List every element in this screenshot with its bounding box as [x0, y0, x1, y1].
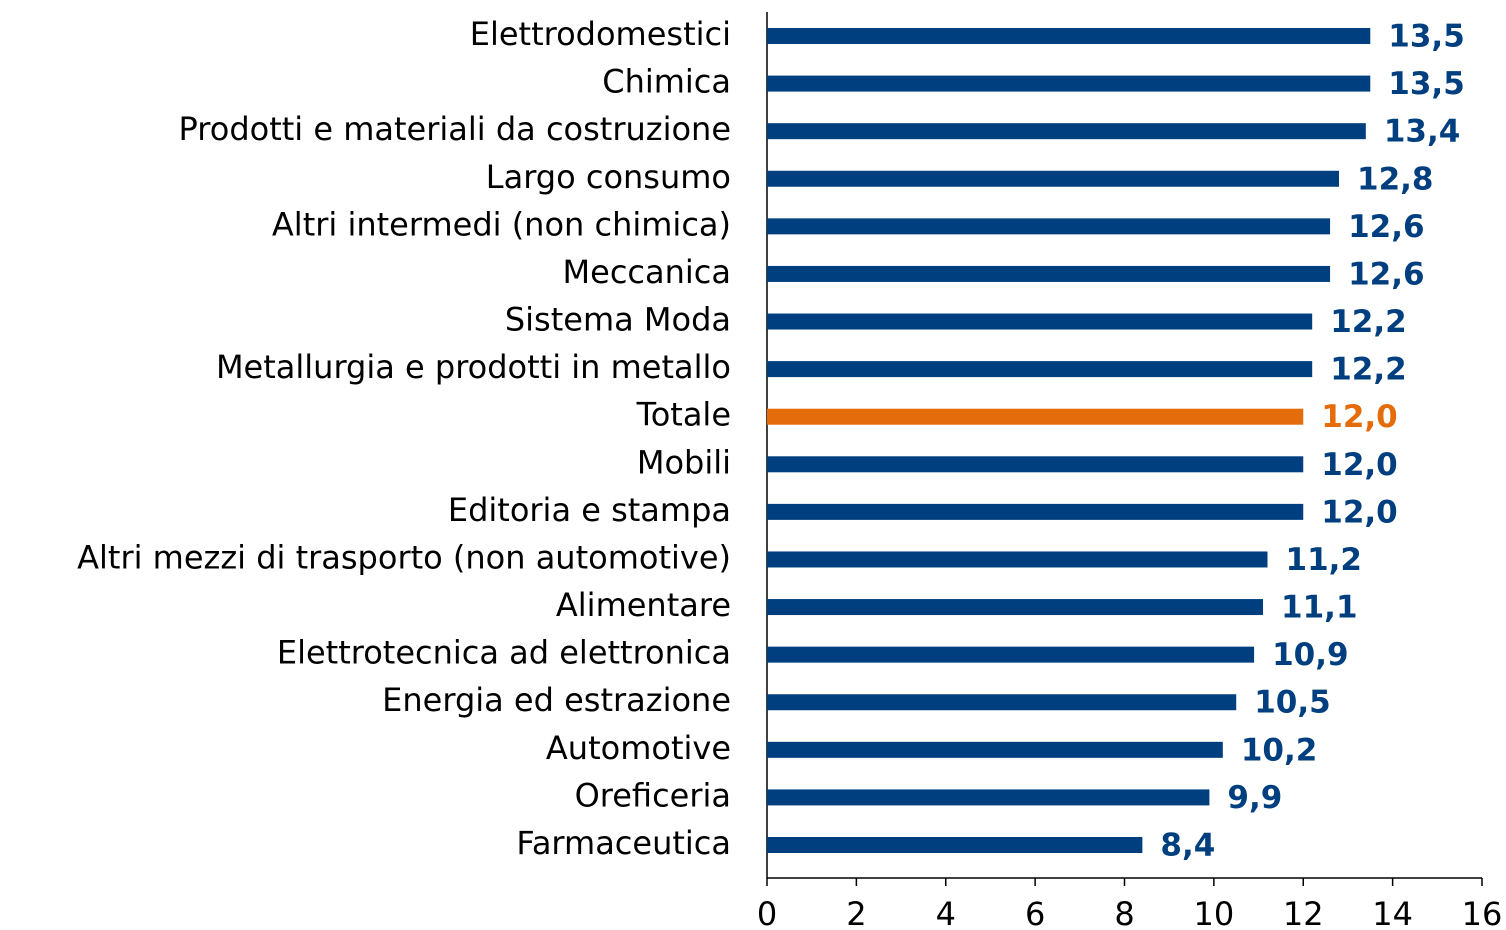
bar	[767, 503, 1304, 520]
category-label: Farmaceutica	[516, 824, 731, 862]
x-tick-label: 4	[936, 895, 956, 930]
value-label: 13,5	[1388, 19, 1465, 55]
bar	[767, 265, 1331, 282]
value-label: 12,0	[1321, 399, 1398, 435]
x-tick-label: 10	[1194, 895, 1235, 930]
category-label: Sistema Moda	[505, 301, 731, 339]
value-label: 12,0	[1321, 494, 1398, 530]
category-label: Oreficeria	[575, 776, 731, 814]
bar	[767, 741, 1223, 758]
bar	[767, 361, 1313, 378]
value-label: 8,4	[1160, 828, 1215, 864]
category-label: Totale	[636, 396, 731, 434]
category-label: Largo consumo	[486, 158, 731, 196]
x-tick-label: 12	[1283, 895, 1324, 930]
bar	[767, 599, 1264, 616]
x-tick-label: 0	[757, 895, 777, 930]
bar	[767, 170, 1339, 187]
value-label: 11,2	[1286, 542, 1363, 578]
value-label: 10,5	[1254, 685, 1331, 721]
category-label: Energia ed estrazione	[382, 681, 731, 719]
bar	[767, 75, 1371, 92]
bar	[767, 408, 1304, 425]
value-label: 13,4	[1384, 114, 1461, 150]
category-label: Altri intermedi (non chimica)	[272, 205, 731, 243]
category-label: Chimica	[602, 63, 731, 101]
bar	[767, 694, 1237, 711]
bar	[767, 551, 1268, 568]
bar	[767, 313, 1313, 330]
bar	[767, 456, 1304, 473]
x-tick-label: 6	[1025, 895, 1045, 930]
category-label: Editoria e stampa	[448, 491, 731, 529]
bar	[767, 646, 1255, 663]
bar	[767, 218, 1331, 235]
value-label: 9,9	[1227, 780, 1282, 816]
value-label: 10,2	[1241, 732, 1318, 768]
value-label: 13,5	[1388, 66, 1465, 102]
category-label: Metallurgia e prodotti in metallo	[216, 348, 731, 386]
value-label: 12,0	[1321, 447, 1398, 483]
category-label: Elettrotecnica ad elettronica	[277, 634, 731, 672]
value-label: 12,2	[1330, 304, 1407, 340]
category-label: Prodotti e materiali da costruzione	[179, 110, 731, 148]
x-tick-label: 16	[1462, 895, 1503, 930]
x-tick-label: 2	[846, 895, 866, 930]
x-tick-label: 8	[1114, 895, 1134, 930]
value-label: 12,2	[1330, 352, 1407, 388]
value-label: 12,8	[1357, 161, 1434, 197]
bar	[767, 837, 1143, 853]
bar	[767, 789, 1210, 806]
value-label: 12,6	[1348, 209, 1425, 245]
category-label: Mobili	[637, 443, 731, 481]
category-label: Meccanica	[563, 253, 731, 291]
category-label: Elettrodomestici	[470, 15, 731, 53]
category-label: Alimentare	[556, 586, 731, 624]
value-label: 12,6	[1348, 256, 1425, 292]
bar	[767, 28, 1371, 44]
value-label: 11,1	[1281, 590, 1358, 626]
value-label: 10,9	[1272, 637, 1349, 673]
category-label: Altri mezzi di trasporto (non automotive…	[77, 538, 731, 576]
category-label: Automotive	[546, 729, 731, 767]
bar	[767, 123, 1366, 140]
x-tick-label: 14	[1372, 895, 1413, 930]
